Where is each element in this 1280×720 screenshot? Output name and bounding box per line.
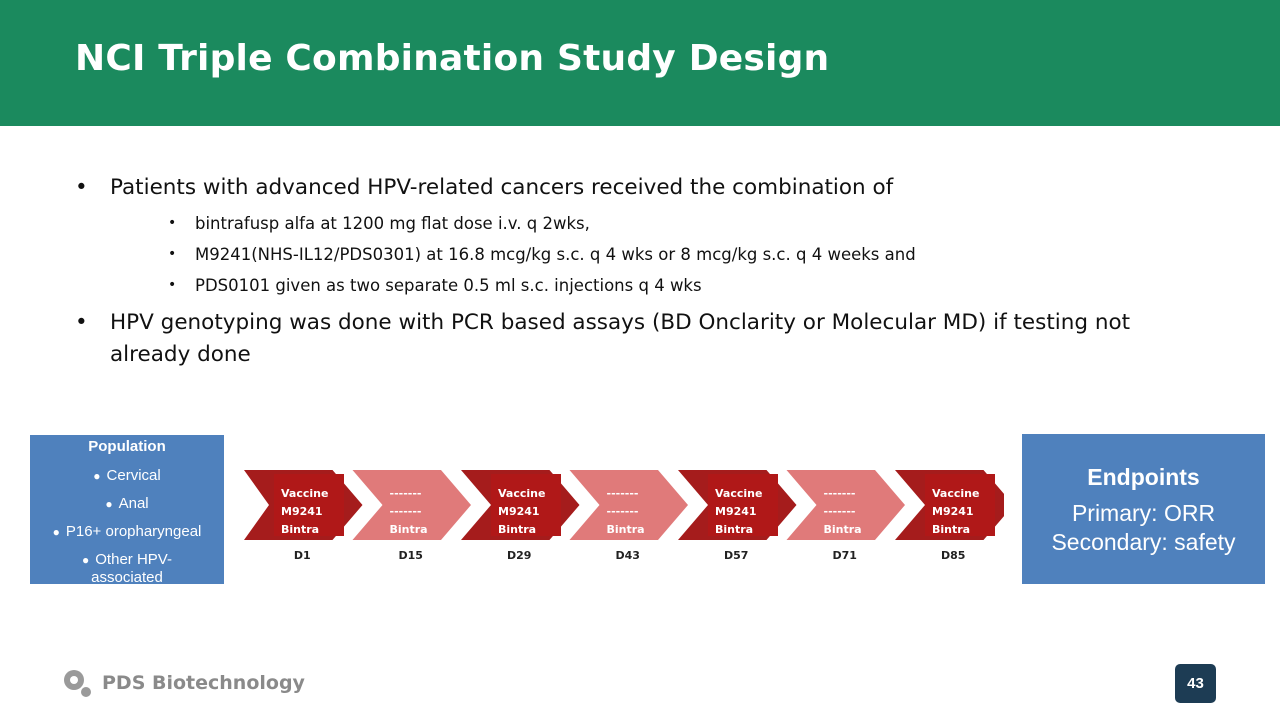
timeline-step-label: Vaccine [498, 487, 545, 500]
timeline-step-label: Bintra [932, 523, 970, 536]
chevron-inner-panel [491, 474, 561, 536]
timeline-step-d29: Vaccine M9241 Bintra D29 [461, 470, 580, 562]
timeline-step-label: Vaccine [932, 487, 979, 500]
sub-bullet-bintrafusp: bintrafusp alfa at 1200 mg flat dose i.v… [75, 208, 1195, 239]
bullet-patients: Patients with advanced HPV-related cance… [75, 172, 1195, 204]
brand-name: PDS Biotechnology [102, 672, 305, 694]
page-number: 43 [1175, 664, 1216, 703]
timeline-step-label: Vaccine [281, 487, 328, 500]
sub-bullet-m9241: M9241(NHS-IL12/PDS0301) at 16.8 mcg/kg s… [75, 239, 1195, 270]
chevron-inner-panel [925, 474, 995, 536]
bullet-genotyping: HPV genotyping was done with PCR based a… [75, 307, 1195, 371]
population-box: Population ● Cervical ● Anal ● P16+ orophar… [30, 435, 224, 586]
endpoint-secondary: Secondary: safety [1051, 529, 1236, 555]
timeline-step-d43: ------- ------- Bintra D43 [569, 470, 688, 562]
endpoint-primary: Primary: ORR [1071, 500, 1216, 526]
timeline-day-label: D29 [507, 549, 531, 562]
sub-bullet-list: bintrafusp alfa at 1200 mg flat dose i.v… [75, 208, 1195, 301]
slide-title: NCI Triple Combination Study Design [75, 38, 830, 79]
timeline-step-label: Vaccine [715, 487, 762, 500]
bullet-dot-icon: ● [105, 497, 113, 511]
timeline-step-label: ------- [824, 505, 856, 518]
bullet-list: Patients with advanced HPV-related cance… [75, 172, 1195, 371]
chevron-inner-panel [274, 474, 344, 536]
timeline-step-label: M9241 [932, 505, 974, 518]
population-item: ● Cervical [93, 467, 161, 484]
endpoints-box: Endpoints Primary: ORR Secondary: safety [1022, 434, 1265, 584]
timeline-step-label: Bintra [824, 523, 862, 536]
timeline-step-d57: Vaccine M9241 Bintra D57 [678, 470, 797, 562]
timeline-day-label: D85 [941, 549, 965, 562]
bullet-dot-icon: ● [82, 553, 90, 567]
timeline-day-label: D57 [724, 549, 748, 562]
timeline-step-d71: ------- ------- Bintra D71 [786, 470, 905, 562]
timeline-step-label: M9241 [498, 505, 540, 518]
bullet-dot-icon: ● [93, 469, 101, 483]
sub-bullet-pds0101: PDS0101 given as two separate 0.5 ml s.c… [75, 270, 1195, 301]
population-title: Population [88, 438, 166, 455]
timeline-step-label: M9241 [715, 505, 757, 518]
chevron-inner-panel [708, 474, 778, 536]
timeline-day-label: D15 [399, 549, 423, 562]
title-bar: NCI Triple Combination Study Design [0, 0, 1280, 126]
chevron-arrow-icon [352, 470, 471, 540]
timeline-step-label: ------- [390, 505, 422, 518]
population-item: ● Anal [105, 495, 149, 512]
timeline-step-d1: Vaccine M9241 Bintra D1 [244, 470, 363, 562]
timeline-step-label: ------- [607, 487, 639, 500]
timeline-step-label: ------- [390, 487, 422, 500]
timeline-step-label: ------- [607, 505, 639, 518]
timeline-step-label: Bintra [498, 523, 536, 536]
chevron-arrow-icon [569, 470, 688, 540]
timeline-step-label: Bintra [607, 523, 645, 536]
timeline-step-label: Bintra [390, 523, 428, 536]
chevron-arrow-icon [786, 470, 905, 540]
population-item: ● Other HPV-associated [82, 551, 172, 586]
timeline-step-label: Bintra [715, 523, 753, 536]
timeline-step-label: Bintra [281, 523, 319, 536]
timeline-step-d85: Vaccine M9241 Bintra D85 [895, 470, 1004, 562]
timeline-step-label: ------- [824, 487, 856, 500]
timeline-day-label: D43 [616, 549, 640, 562]
timeline-step-label: M9241 [281, 505, 323, 518]
timeline-step-d15: ------- ------- Bintra D15 [352, 470, 471, 562]
endpoints-title: Endpoints [1087, 464, 1200, 490]
treatment-timeline: Vaccine M9241 Bintra D1 ------- ------- Bintra… [244, 470, 1004, 562]
pds-logo-icon [64, 670, 91, 697]
bullet-dot-icon: ● [52, 525, 60, 539]
timeline-day-label: D71 [833, 549, 857, 562]
timeline-day-label: D1 [294, 549, 311, 562]
population-item: ● P16+ oropharyngeal [52, 523, 202, 540]
